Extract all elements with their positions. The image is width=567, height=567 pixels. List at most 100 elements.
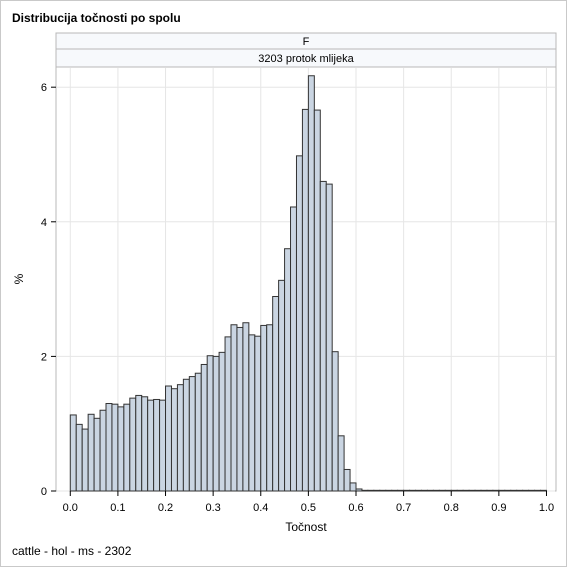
x-tick-label: 0.0	[63, 502, 78, 514]
y-axis-label: %	[12, 273, 26, 284]
histogram-bar	[480, 489, 488, 492]
histogram-bar	[385, 489, 393, 492]
histogram-bar	[129, 397, 137, 492]
histogram-bar	[426, 489, 434, 492]
histogram-bar	[468, 489, 476, 492]
histogram-bar	[93, 417, 101, 492]
histogram-bar	[462, 489, 470, 492]
histogram-bar	[248, 334, 256, 492]
histogram-bar	[415, 489, 422, 492]
x-tick-label: 1.0	[539, 502, 554, 514]
x-tick-label: 0.5	[301, 502, 316, 514]
histogram-bar	[450, 489, 458, 492]
histogram-bar	[391, 489, 399, 492]
histogram-bar	[444, 489, 452, 492]
histogram-bar	[266, 324, 274, 492]
histogram-bar	[260, 324, 268, 492]
histogram-bar	[438, 489, 446, 492]
histogram-bar	[147, 399, 155, 492]
histogram-bar	[135, 394, 143, 492]
histogram-bar	[165, 385, 172, 492]
histogram-bar	[367, 489, 375, 492]
histogram-bar	[117, 406, 125, 492]
x-tick-label: 0.2	[158, 502, 173, 514]
histogram-bar	[111, 403, 119, 492]
histogram-bar	[69, 414, 77, 492]
x-tick-label: 0.3	[205, 502, 220, 514]
histogram-bar	[516, 489, 524, 492]
histogram-bar	[534, 489, 542, 492]
histogram-bar	[176, 384, 184, 492]
y-tick-label: 2	[41, 351, 47, 363]
histogram-bar	[206, 355, 214, 492]
x-tick-label: 0.8	[444, 502, 459, 514]
histogram-bar	[498, 489, 506, 492]
histogram-bar	[105, 403, 113, 492]
histogram-bar	[272, 295, 280, 492]
histogram-bar	[218, 351, 226, 492]
histogram-bar	[75, 423, 83, 492]
histogram-bar	[307, 75, 315, 492]
histogram-bar	[337, 435, 345, 492]
histogram-bar	[540, 489, 547, 492]
histogram-bar	[236, 326, 244, 492]
histogram-bar	[355, 488, 363, 492]
histogram-bars	[69, 75, 547, 492]
x-tick-label: 0.1	[110, 502, 125, 514]
histogram-bar	[284, 248, 292, 492]
histogram-bar	[313, 109, 321, 492]
histogram-bar	[194, 372, 202, 492]
histogram-bar	[153, 398, 161, 492]
y-tick-label: 0	[41, 486, 47, 498]
histogram-bar	[492, 489, 500, 492]
histogram-bar	[528, 489, 536, 492]
axes: 0.0 0.1 0.2 0.3 0.4 0.5 0.6 0.7 0.8 0.9 1.0 0 2 4 6	[41, 82, 554, 514]
histogram-bar	[522, 489, 530, 492]
footnote: cattle - hol - ms - 2302	[12, 544, 132, 558]
histogram-bar	[295, 155, 303, 492]
histogram-bar	[403, 489, 411, 492]
histogram-bar	[420, 489, 428, 492]
histogram-bar	[278, 279, 286, 492]
histogram-bar	[432, 489, 440, 492]
panel-header-sex: F	[303, 36, 310, 48]
histogram-bar	[224, 336, 232, 492]
histogram-bar	[290, 206, 297, 492]
histogram-bar	[123, 403, 131, 492]
histogram-bar	[504, 489, 512, 492]
histogram-bar	[81, 428, 89, 492]
histogram-bar	[170, 388, 178, 492]
histogram-bar	[188, 376, 196, 492]
histogram-bar	[379, 489, 387, 492]
histogram-bar	[200, 363, 208, 492]
histogram-bar	[474, 489, 482, 492]
x-tick-label: 0.6	[348, 502, 363, 514]
y-tick-label: 6	[41, 82, 47, 94]
histogram-bar	[361, 489, 369, 492]
histogram-bar	[409, 489, 417, 492]
x-tick-label: 0.7	[396, 502, 411, 514]
histogram-bar	[159, 399, 167, 492]
x-tick-label: 0.4	[253, 502, 268, 514]
y-tick-label: 4	[41, 217, 47, 229]
histogram-bar	[212, 355, 220, 492]
histogram-bar	[99, 409, 107, 492]
histogram-bar	[349, 482, 357, 492]
histogram-bar	[510, 489, 518, 492]
histogram-bar	[325, 183, 333, 492]
histogram-bar	[343, 468, 351, 492]
histogram-bar	[141, 396, 149, 492]
panel-header-trait: 3203 protok mlijeka	[258, 53, 354, 65]
histogram-bar	[486, 489, 494, 492]
histogram-bar	[254, 335, 262, 492]
histogram-bar	[397, 489, 405, 492]
chart-title: Distribucija točnosti po spolu	[12, 11, 181, 25]
histogram-bar	[242, 322, 250, 492]
histogram-bar	[230, 324, 238, 492]
histogram-bar	[331, 351, 339, 492]
histogram-bar	[87, 413, 95, 492]
histogram-bar	[182, 378, 190, 492]
x-axis-label: Točnost	[285, 520, 327, 534]
